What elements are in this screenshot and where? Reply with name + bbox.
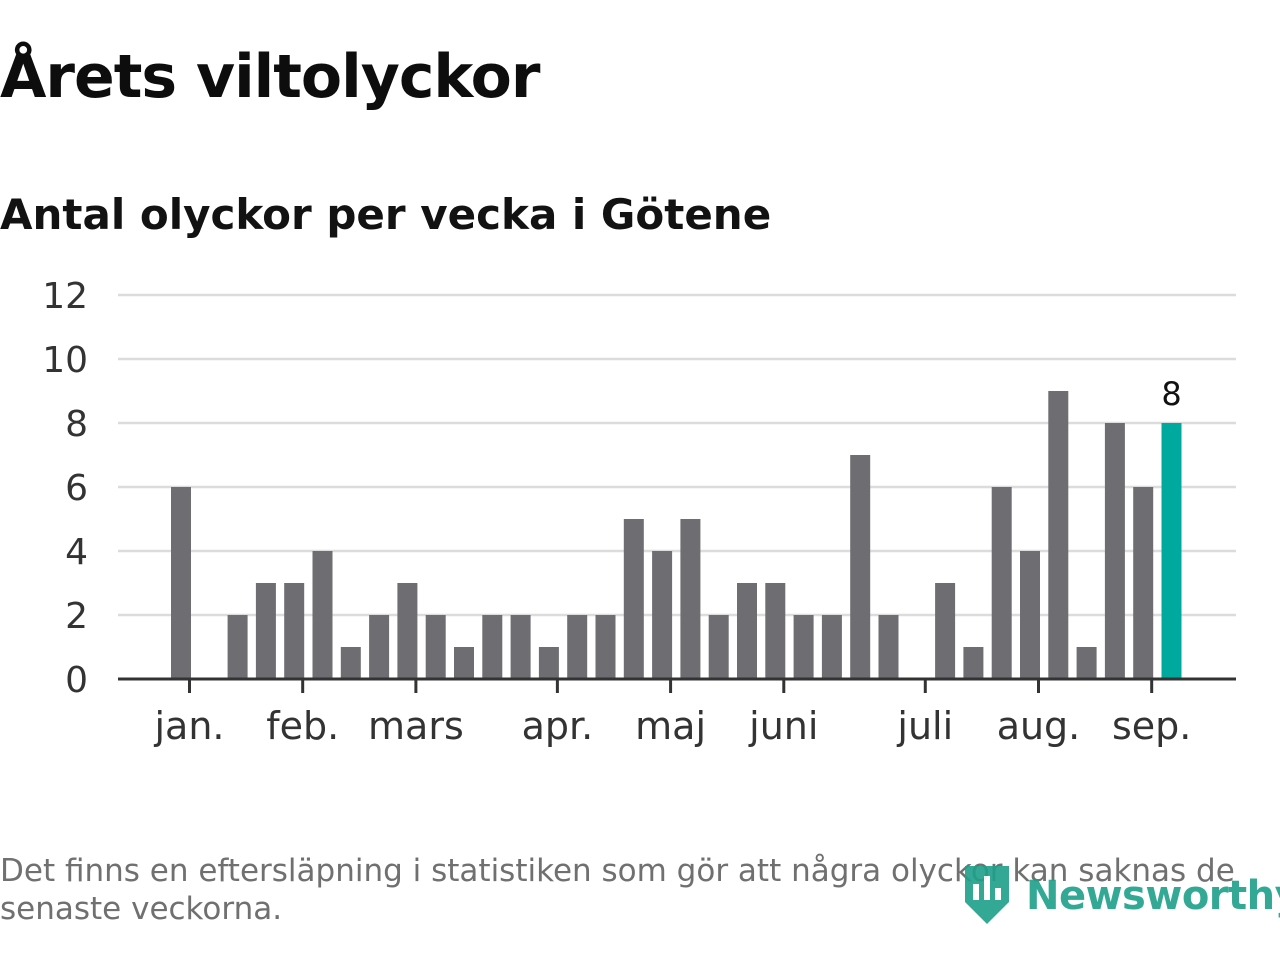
x-axis-ticks: jan. feb. mars apr. maj juni juli aug. sep. (153, 679, 1191, 748)
bar (821, 615, 842, 679)
bar (538, 647, 559, 679)
brand-logo: Newsworthy (962, 862, 1280, 930)
bar (850, 455, 871, 679)
x-tick-label: mars (368, 704, 464, 748)
chart-title: Årets viltolyckor (0, 42, 540, 112)
bar (935, 583, 956, 679)
y-tick-label: 10 (42, 340, 88, 381)
bar (765, 583, 786, 679)
bar (227, 615, 248, 679)
bar-highlight (1161, 423, 1182, 679)
bar (878, 615, 899, 679)
bar (963, 647, 984, 679)
brand-name: Newsworthy (1026, 873, 1280, 919)
chart-subtitle: Antal olyckor per vecka i Götene (0, 190, 772, 239)
bar (510, 615, 531, 679)
bar (171, 487, 191, 679)
bar (312, 551, 333, 679)
y-tick-label: 0 (65, 660, 88, 701)
footnote: Det finns en eftersläpning i statistiken… (0, 853, 1235, 927)
x-tick-label: apr. (522, 704, 594, 748)
bar-chart-shield-icon (962, 862, 1012, 930)
bar (595, 615, 616, 679)
bar (425, 615, 446, 679)
bar (737, 583, 757, 679)
y-tick-label: 4 (65, 532, 88, 573)
bar (652, 551, 673, 679)
bar (284, 583, 305, 679)
x-tick-label: sep. (1112, 704, 1191, 748)
bar (369, 615, 390, 679)
bar (567, 615, 588, 679)
bar (623, 519, 644, 679)
bar (680, 519, 701, 679)
x-tick-label: juli (896, 704, 953, 748)
bar (1020, 551, 1040, 679)
bar (708, 615, 729, 679)
bar (1048, 391, 1069, 679)
bar (1133, 487, 1154, 679)
bars (171, 391, 1182, 679)
bar (991, 487, 1012, 679)
bar-chart: 0 2 4 6 8 10 12 jan. feb. mars apr. maj juni juli aug… (42, 276, 1236, 748)
bar (1104, 423, 1125, 679)
x-tick-label: jan. (153, 704, 224, 748)
bar (482, 615, 503, 679)
bar (397, 583, 418, 679)
y-axis-ticks: 0 2 4 6 8 10 12 (42, 276, 88, 701)
y-tick-label: 6 (65, 468, 88, 509)
bar (340, 647, 361, 679)
bar (454, 647, 474, 679)
y-tick-label: 8 (65, 404, 88, 445)
y-tick-label: 2 (65, 596, 88, 637)
bar (793, 615, 814, 679)
bar (1076, 647, 1097, 679)
data-labels: 8 (1161, 375, 1181, 413)
highlight-value-label: 8 (1161, 375, 1181, 413)
x-tick-label: juni (748, 704, 818, 748)
y-tick-label: 12 (42, 276, 88, 317)
x-tick-label: feb. (266, 704, 339, 748)
x-tick-label: aug. (997, 704, 1081, 748)
x-tick-label: maj (635, 704, 706, 748)
bar (255, 583, 276, 679)
